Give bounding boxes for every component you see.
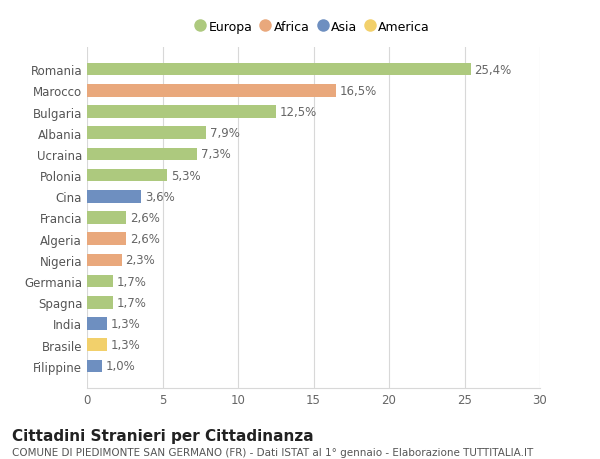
Text: 5,3%: 5,3% (171, 169, 200, 182)
Text: 7,3%: 7,3% (201, 148, 231, 161)
Text: 1,7%: 1,7% (116, 296, 146, 309)
Text: 2,6%: 2,6% (130, 233, 160, 246)
Bar (87, 318, 107, 330)
Bar (87, 254, 122, 267)
Bar (87, 212, 126, 224)
Text: 2,3%: 2,3% (125, 254, 155, 267)
Bar (87, 148, 197, 161)
Text: 2,6%: 2,6% (130, 212, 160, 224)
Legend: Europa, Africa, Asia, America: Europa, Africa, Asia, America (197, 21, 430, 34)
Text: 12,5%: 12,5% (280, 106, 317, 119)
Text: 7,9%: 7,9% (210, 127, 240, 140)
Bar (87, 127, 206, 140)
Bar (87, 339, 107, 351)
Text: 16,5%: 16,5% (340, 84, 377, 98)
Bar (87, 233, 126, 246)
Text: 1,3%: 1,3% (110, 338, 140, 352)
Text: 1,0%: 1,0% (106, 359, 136, 373)
Text: 1,3%: 1,3% (110, 317, 140, 330)
Bar (87, 169, 167, 182)
Text: COMUNE DI PIEDIMONTE SAN GERMANO (FR) - Dati ISTAT al 1° gennaio - Elaborazione : COMUNE DI PIEDIMONTE SAN GERMANO (FR) - … (12, 448, 533, 458)
Bar (87, 275, 113, 288)
Bar (87, 85, 336, 97)
Text: 25,4%: 25,4% (475, 63, 512, 77)
Bar (87, 296, 113, 309)
Bar (87, 360, 102, 372)
Bar (87, 190, 142, 203)
Text: Cittadini Stranieri per Cittadinanza: Cittadini Stranieri per Cittadinanza (12, 428, 314, 443)
Bar (87, 64, 470, 76)
Text: 1,7%: 1,7% (116, 275, 146, 288)
Bar (87, 106, 276, 118)
Text: 3,6%: 3,6% (145, 190, 175, 203)
